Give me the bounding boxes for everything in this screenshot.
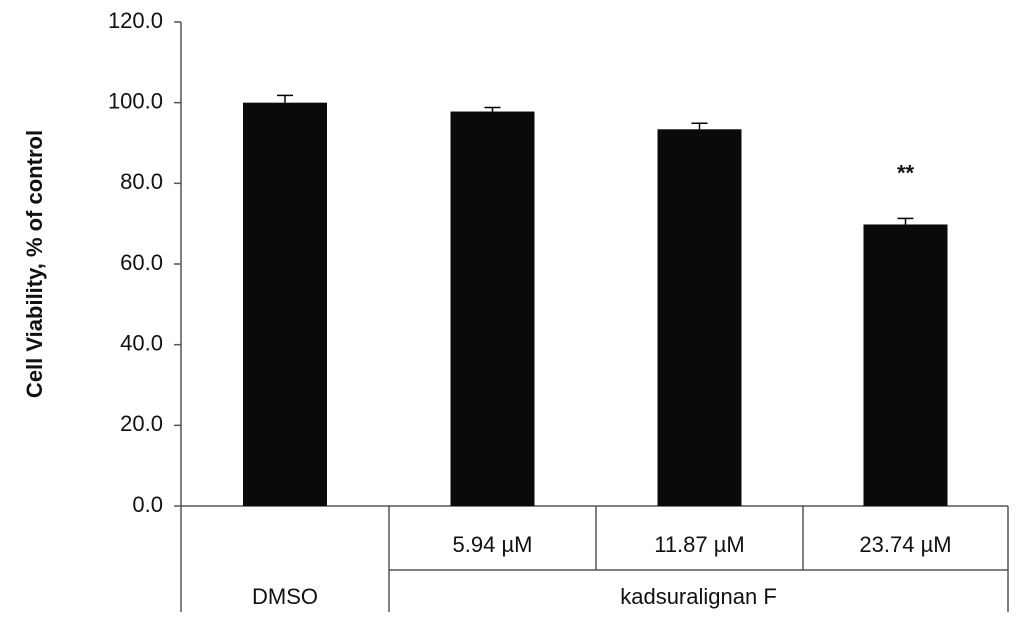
category-label: 11.87 µM: [654, 532, 745, 557]
bar: [450, 111, 535, 506]
y-tick-label: 120.0: [108, 8, 163, 33]
category-label: 5.94 µM: [453, 532, 533, 557]
bars: [243, 94, 948, 507]
axes: 0.0 20.0 40.0 60.0 80.0 100.0 120.0: [108, 8, 1009, 612]
bar: [243, 102, 327, 507]
y-tick-label: 60.0: [120, 250, 163, 275]
significance-annotation: **: [897, 160, 915, 185]
group-label-kadsuralignan: kadsuralignan F: [620, 584, 777, 609]
y-tick-label: 20.0: [120, 411, 163, 436]
bar: [863, 224, 948, 506]
bar: [657, 129, 742, 506]
y-axis-label: Cell Viability, % of control: [22, 130, 47, 398]
y-tick-label: 100.0: [108, 88, 163, 113]
group-label-dmso: DMSO: [252, 584, 318, 609]
category-label: 23.74 µM: [859, 532, 951, 557]
y-tick-label: 80.0: [120, 169, 163, 194]
labels: 5.94 µM 11.87 µM ** 23.74 µM DMSO kadsuralign…: [252, 160, 952, 608]
y-tick-label: 0.0: [132, 492, 163, 517]
y-tick-label: 40.0: [120, 330, 163, 355]
